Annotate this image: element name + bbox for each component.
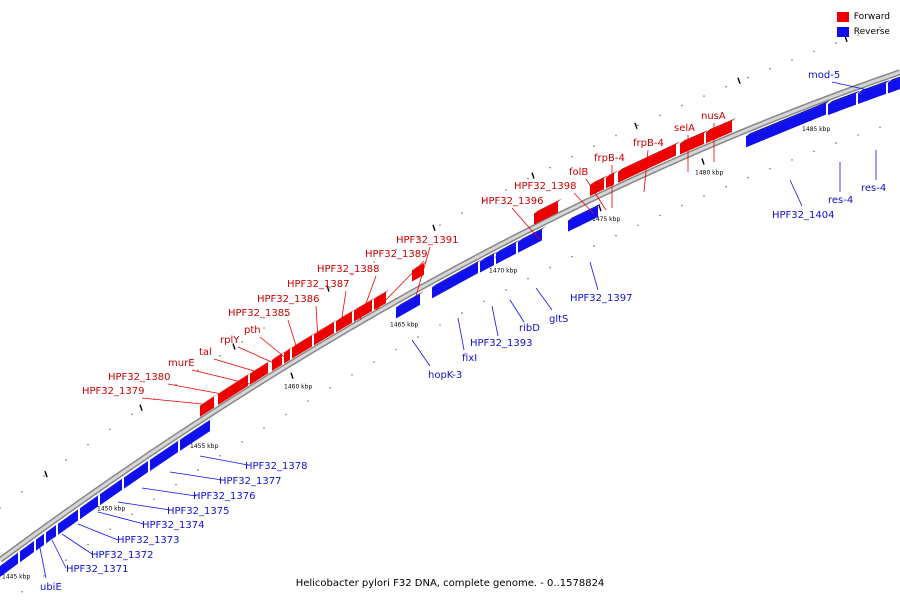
legend-reverse: Reverse <box>836 24 890 39</box>
forward-gene-label: folB <box>569 167 588 178</box>
forward-gene <box>706 118 736 144</box>
reverse-gene <box>746 100 830 148</box>
reverse-gene-label: res-4 <box>828 195 853 206</box>
forward-gene-label: rplY <box>220 335 240 346</box>
reverse-gene <box>396 290 424 319</box>
reverse-gene <box>828 90 860 116</box>
forward-gene <box>336 308 356 333</box>
reverse-gene-label: HPF32_1372 <box>91 550 153 561</box>
reverse-gene <box>20 538 38 563</box>
reverse-gene-label: gltS <box>549 314 568 325</box>
forward-gene-label: HPF32_1389 <box>365 249 427 260</box>
scale-label: 1445 kbp <box>2 574 30 581</box>
forward-gene-label: pth <box>244 325 261 336</box>
scale-label: 1480 kbp <box>695 170 723 177</box>
forward-gene-label: murE <box>168 358 195 369</box>
forward-gene-label: HPF32_1385 <box>228 308 290 319</box>
forward-gene-label: HPF32_1396 <box>481 196 543 207</box>
reverse-gene-label: fixI <box>462 353 477 364</box>
reverse-gene <box>432 259 482 299</box>
forward-gene <box>292 332 316 359</box>
forward-gene <box>218 371 252 406</box>
forward-gene <box>534 198 562 225</box>
reverse-gene <box>888 76 900 94</box>
reverse-gene-label: hopK-3 <box>428 370 462 381</box>
reverse-gene-label: HPF32_1397 <box>570 293 632 304</box>
reverse-gene-label: HPF32_1373 <box>117 535 179 546</box>
reverse-gene <box>180 417 214 451</box>
reverse-gene <box>58 506 82 535</box>
forward-gene <box>200 393 218 417</box>
forward-gene-label: frpB-4 <box>633 138 664 149</box>
legend-forward: Forward <box>836 9 890 24</box>
scale-label: 1455 kbp <box>190 443 218 450</box>
forward-gene-label: HPF32_1386 <box>257 294 319 305</box>
scale-label: 1450 kbp <box>97 506 125 513</box>
guide-dots <box>0 26 881 593</box>
reverse-gene-label: ubiE <box>40 582 62 593</box>
reverse-gene <box>80 492 102 520</box>
reverse-gene <box>568 202 602 232</box>
legend-reverse-label: Reverse <box>853 26 890 37</box>
reverse-gene <box>124 458 152 489</box>
forward-gene <box>250 359 272 385</box>
forward-gene <box>314 319 338 346</box>
reverse-gene-label: HPF32_1371 <box>66 564 128 575</box>
forward-gene-label: HPF32_1398 <box>514 181 576 192</box>
scale-label: 1485 kbp <box>802 126 830 133</box>
scale-label: 1470 kbp <box>489 268 517 275</box>
forward-gene-label: frpB-4 <box>594 153 625 164</box>
forward-gene-label: HPF32_1391 <box>396 235 458 246</box>
reverse-gene-label: HPF32_1376 <box>193 491 255 502</box>
forward-gene-label: selA <box>674 123 695 134</box>
forward-gene-label: HPF32_1387 <box>287 279 349 290</box>
legend: Forward Reverse <box>836 9 890 39</box>
reverse-gene-label: mod-5 <box>808 70 840 81</box>
reverse-gene-label: HPF32_1375 <box>167 506 229 517</box>
reverse-gene <box>150 438 182 471</box>
forward-gene-label: nusA <box>701 111 726 122</box>
legend-forward-label: Forward <box>853 11 890 22</box>
forward-gene <box>272 350 286 371</box>
reverse-gene <box>0 549 22 577</box>
reverse-gene <box>480 251 498 273</box>
forward-gene-label: tal <box>199 347 212 358</box>
reverse-labels: ubiE HPF32_1371 HPF32_1372 HPF32_1373 HPF32_… <box>39 70 886 593</box>
reverse-gene <box>496 239 520 265</box>
reverse-gene-label: HPF32_1404 <box>772 210 834 221</box>
forward-swatch <box>836 11 849 22</box>
reverse-gene-label: HPF32_1378 <box>245 461 307 472</box>
reverse-gene-label: HPF32_1374 <box>142 520 204 531</box>
reverse-genes <box>0 76 900 577</box>
reverse-swatch <box>836 26 849 37</box>
forward-gene <box>284 345 294 364</box>
scale-label: 1460 kbp <box>284 384 312 391</box>
forward-gene <box>590 175 608 196</box>
reverse-gene <box>36 530 48 551</box>
reverse-gene <box>46 522 60 544</box>
forward-gene-label: HPF32_1388 <box>317 264 379 275</box>
forward-gene-label: HPF32_1380 <box>108 372 170 383</box>
scale-label: 1475 kbp <box>592 216 620 223</box>
forward-gene-label: HPF32_1379 <box>82 386 144 397</box>
forward-gene <box>680 129 708 155</box>
genome-caption: Helicobacter pylori F32 DNA, complete ge… <box>295 578 605 589</box>
reverse-gene-label: res-4 <box>861 183 886 194</box>
dna-backbone <box>0 70 900 562</box>
dna-backbone-shadow <box>0 69 900 563</box>
reverse-gene-label: HPF32_1393 <box>470 338 532 349</box>
scale-label: 1465 kbp <box>390 321 418 328</box>
forward-gene <box>374 289 390 311</box>
reverse-gene <box>100 475 126 506</box>
reverse-gene-label: ribD <box>519 323 540 334</box>
reverse-gene-label: HPF32_1377 <box>219 476 281 487</box>
